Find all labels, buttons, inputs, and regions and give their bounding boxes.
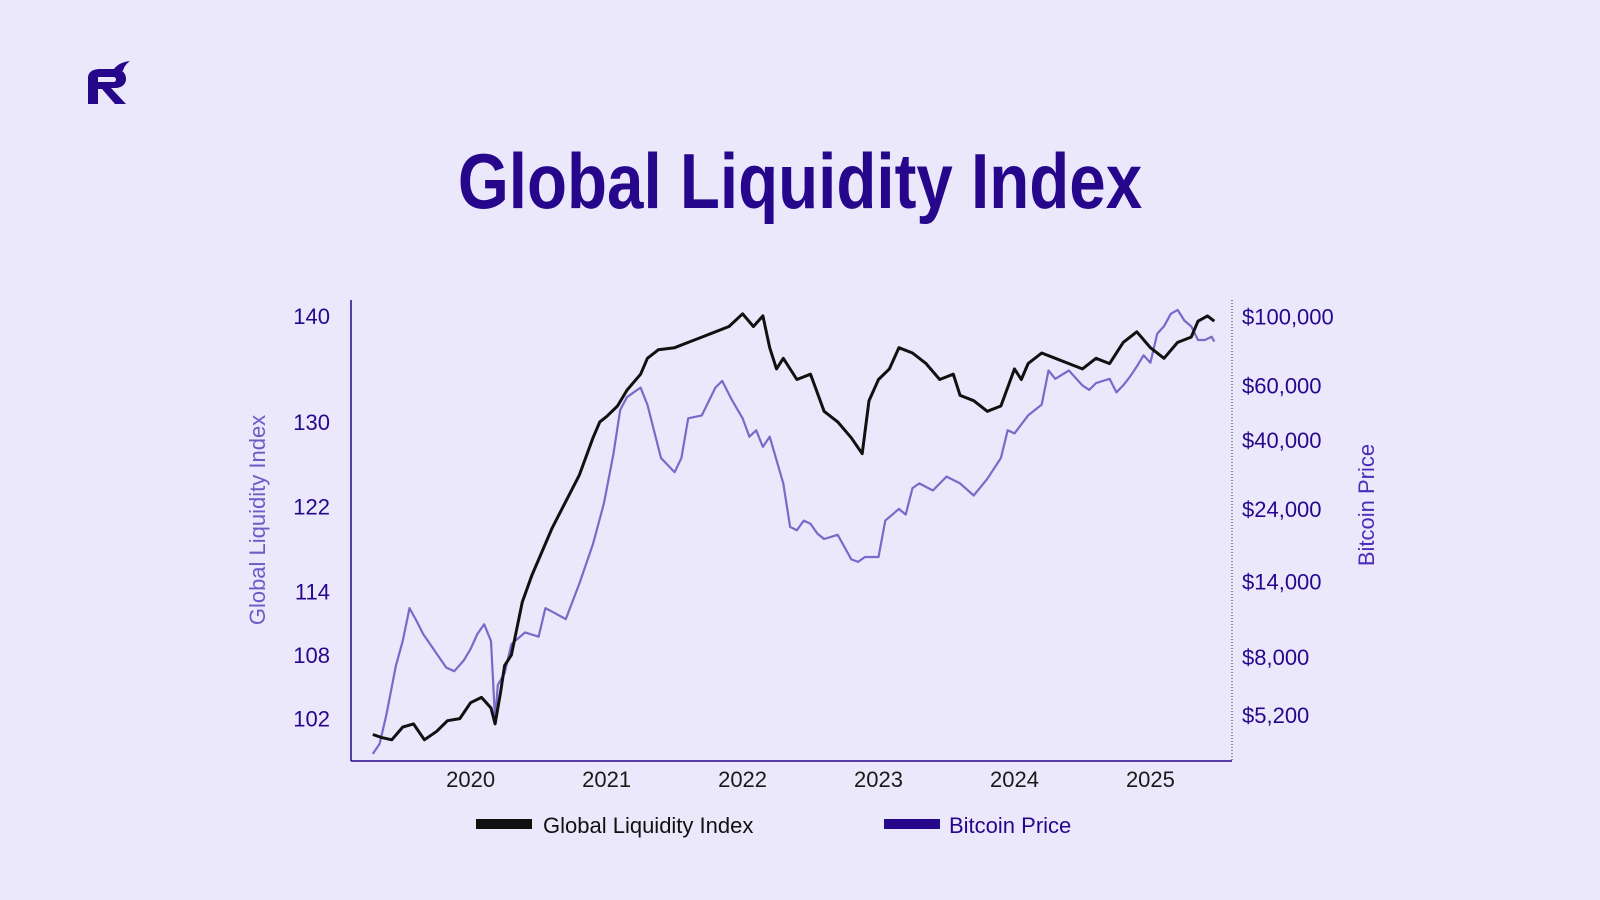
legend-label: Bitcoin Price [949,813,1071,838]
chart-axes [350,300,1233,762]
y-axis-left-label: Global Liquidity Index [245,415,270,625]
legend-label: Global Liquidity Index [543,813,753,838]
x-tick-label: 2022 [718,767,767,792]
legend-swatch [476,819,532,829]
series-line-global-liquidity-index [372,312,1216,742]
x-tick-label: 2020 [446,767,495,792]
y-left-tick-label: 114 [295,579,330,604]
plot-area [371,308,1216,755]
y-left-tick-label: 130 [293,410,330,435]
chart-legend: Global Liquidity Index Bitcoin Price [476,813,1071,838]
x-tick-label: 2024 [990,767,1039,792]
page-title: Global Liquidity Index [457,137,1143,225]
y-right-tick-label: $100,000 [1242,304,1334,329]
y-right-tick-label: $40,000 [1242,428,1322,453]
y-right-tick-label: $14,000 [1242,570,1322,595]
x-tick-label: 2021 [582,767,631,792]
y-left-tick-label: 140 [293,304,330,329]
y-right-tick-label: $8,000 [1242,645,1309,670]
y-left-tick-label: 122 [293,495,330,520]
y-left-tick-label: 108 [293,643,330,668]
tick-labels: 140 130 122 114 108 102 $100,000 $60,000 $40,000… [293,304,1333,792]
y-right-tick-label: $60,000 [1242,373,1322,398]
x-tick-label: 2023 [854,767,903,792]
y-left-tick-label: 102 [293,707,330,732]
y-right-tick-label: $5,200 [1242,703,1309,728]
r-logo-icon [88,61,130,104]
y-axis-right-label: Bitcoin Price [1354,444,1379,566]
y-right-tick-label: $24,000 [1242,497,1322,522]
legend-swatch [884,819,940,829]
x-tick-label: 2025 [1126,767,1175,792]
